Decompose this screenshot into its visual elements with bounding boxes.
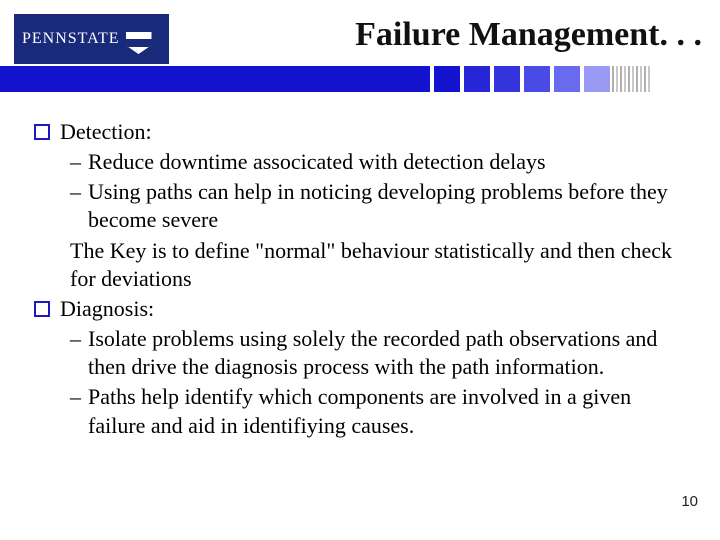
list-item: –Reduce downtime associcated with detect… [70, 148, 692, 176]
separator-solid [0, 66, 430, 92]
separator-square [524, 66, 550, 92]
separator-line [612, 66, 614, 92]
square-bullet-icon [34, 301, 50, 317]
dash-bullet-icon: – [70, 325, 84, 353]
slide: PENNSTATE Failure Management. . . Detect… [0, 0, 720, 540]
plain-text: The Key is to define "normal" behaviour … [70, 237, 692, 293]
slide-title: Failure Management. . . [355, 16, 702, 54]
logo-text: PENNSTATE [14, 30, 120, 48]
shield-stripe [126, 32, 152, 40]
top-bullet-text: Diagnosis: [60, 295, 692, 323]
separator-square [554, 66, 580, 92]
list-item: –Paths help identify which components ar… [70, 383, 692, 439]
separator-square [434, 66, 460, 92]
separator-line [648, 66, 650, 92]
shield-stripe [126, 39, 152, 47]
separator-line [620, 66, 622, 92]
page-number: 10 [681, 493, 698, 510]
separator-squares [430, 66, 610, 92]
shield-stripe [126, 24, 152, 32]
dash-bullet-icon: – [70, 178, 84, 206]
separator-square [584, 66, 610, 92]
shield-icon [126, 24, 152, 54]
top-bullet-text: Detection: [60, 118, 692, 146]
separator-line [624, 66, 626, 92]
separator-bar [0, 66, 720, 92]
separator-square [494, 66, 520, 92]
separator-line [644, 66, 646, 92]
dash-bullet-icon: – [70, 383, 84, 411]
list-item: Detection: [34, 118, 692, 146]
separator-line [616, 66, 618, 92]
sub-bullet-text: Isolate problems using solely the record… [88, 325, 692, 381]
list-item: Diagnosis: [34, 295, 692, 323]
list-item: –Using paths can help in noticing develo… [70, 178, 692, 234]
separator-square [464, 66, 490, 92]
pennstate-logo: PENNSTATE [14, 14, 169, 64]
separator-line [628, 66, 630, 92]
separator-line [636, 66, 638, 92]
slide-header: PENNSTATE Failure Management. . . [0, 0, 720, 106]
slide-body: Detection:–Reduce downtime associcated w… [34, 118, 692, 510]
shield-stripe [126, 47, 152, 55]
separator-tail [610, 66, 720, 92]
separator-line [632, 66, 634, 92]
list-item: The Key is to define "normal" behaviour … [70, 237, 692, 293]
sub-bullet-text: Paths help identify which components are… [88, 383, 692, 439]
square-bullet-icon [34, 124, 50, 140]
dash-bullet-icon: – [70, 148, 84, 176]
sub-bullet-text: Using paths can help in noticing develop… [88, 178, 692, 234]
list-item: –Isolate problems using solely the recor… [70, 325, 692, 381]
separator-line [640, 66, 642, 92]
sub-bullet-text: Reduce downtime associcated with detecti… [88, 148, 692, 176]
